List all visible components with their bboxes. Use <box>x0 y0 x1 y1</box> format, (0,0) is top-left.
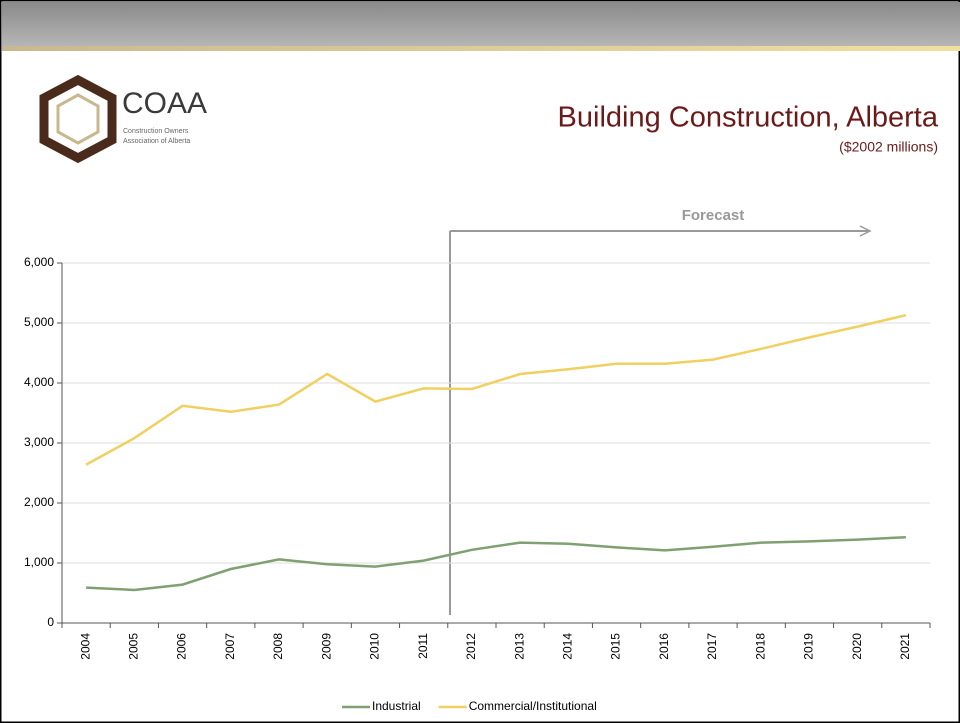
x-tick-label: 2010 <box>368 633 382 660</box>
series-line <box>86 535 906 592</box>
x-tick-label: 2017 <box>705 633 719 660</box>
logo-line: Association of Alberta <box>123 138 190 145</box>
x-tick-label: 2005 <box>127 633 141 660</box>
x-tick-label: 2014 <box>561 633 575 660</box>
y-tick-label: 6,000 <box>24 255 54 269</box>
x-tick-label: 2011 <box>416 633 430 659</box>
chart-subtitle: ($2002 millions) <box>839 139 938 155</box>
logo-name: COAA <box>122 87 207 120</box>
legend-label: Industrial <box>372 699 421 713</box>
x-tick-label: 2021 <box>898 633 912 660</box>
header-band <box>2 2 960 46</box>
legend-label: Commercial/Institutional <box>469 699 597 713</box>
y-tick-label: 1,000 <box>24 555 54 569</box>
x-tick-label: 2004 <box>78 633 92 660</box>
x-tick-label: 2013 <box>512 633 526 660</box>
forecast-label: Forecast <box>682 207 745 224</box>
x-tick-label: 2012 <box>464 633 478 660</box>
logo-hexagon <box>39 74 117 164</box>
forecast-arrowhead <box>859 225 872 237</box>
chart-title: Building Construction, Alberta <box>558 102 939 134</box>
x-tick-label: 2008 <box>271 633 285 660</box>
y-tick-label: 5,000 <box>24 315 54 329</box>
y-tick-label: 4,000 <box>24 375 54 389</box>
y-tick-label: 0 <box>47 615 54 629</box>
x-tick-label: 2016 <box>657 633 671 660</box>
logo-line: Construction Owners <box>123 128 189 135</box>
y-tick-label: 3,000 <box>24 435 54 449</box>
x-tick-label: 2019 <box>802 633 816 660</box>
x-tick-label: 2009 <box>319 633 333 660</box>
x-tick-label: 2015 <box>609 633 623 660</box>
x-tick-label: 2020 <box>850 633 864 660</box>
x-tick-label: 2007 <box>223 633 237 660</box>
header-rule <box>2 46 960 51</box>
y-tick-label: 2,000 <box>24 495 54 509</box>
logo: COAA Construction Owners Association of … <box>39 74 207 164</box>
series-line <box>85 313 907 466</box>
logo-inner <box>56 93 100 145</box>
x-tick-label: 2018 <box>753 633 767 660</box>
x-tick-label: 2006 <box>175 633 189 660</box>
